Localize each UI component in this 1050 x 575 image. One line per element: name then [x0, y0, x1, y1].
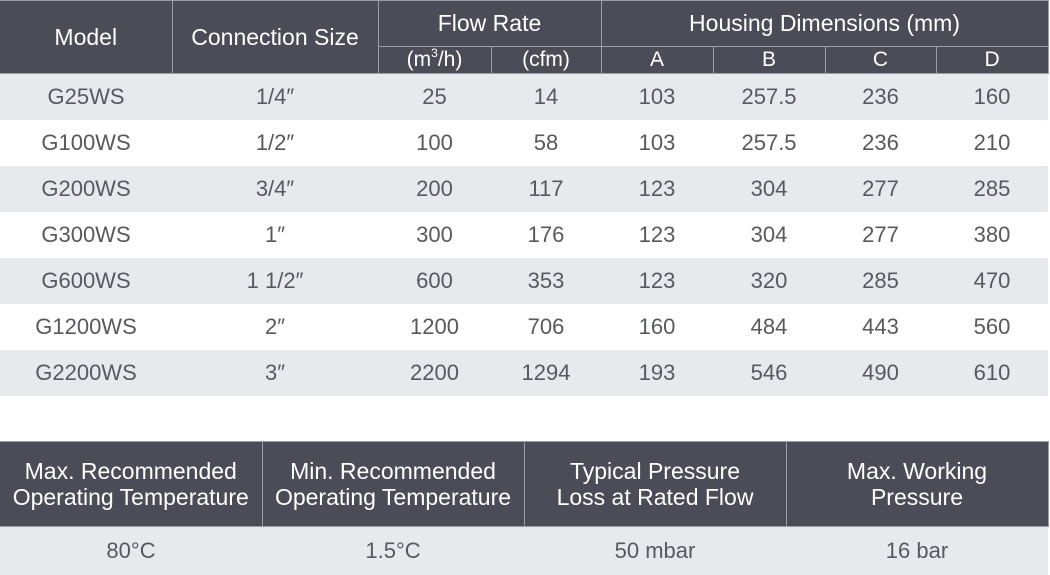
cell-dim-b: 304	[713, 166, 825, 212]
header-dim-d: D	[936, 47, 1048, 74]
cell-dim-c: 285	[825, 258, 936, 304]
header-max-operating-temperature: Max. Recommended Operating Temperature	[0, 442, 262, 527]
cell-model: G200WS	[0, 166, 172, 212]
value-min-operating-temperature: 1.5°C	[262, 527, 524, 575]
table-row: G600WS 1 1/2″ 600 353 123 320 285 470	[0, 258, 1048, 304]
value-pressure-loss: 50 mbar	[524, 527, 786, 575]
header-dim-a: A	[601, 47, 713, 74]
cell-connection: 3/4″	[172, 166, 378, 212]
cell-model: G300WS	[0, 212, 172, 258]
cell-flow-cfm: 1294	[491, 350, 601, 396]
table-row: G25WS 1/4″ 25 14 103 257.5 236 160	[0, 74, 1048, 120]
header-line: Operating Temperature	[275, 484, 511, 510]
cell-dim-d: 610	[936, 350, 1048, 396]
cell-flow-m3h: 2200	[378, 350, 491, 396]
cell-dim-b: 304	[713, 212, 825, 258]
table-row: G200WS 3/4″ 200 117 123 304 277 285	[0, 166, 1048, 212]
cell-model: G100WS	[0, 120, 172, 166]
cell-flow-cfm: 706	[491, 304, 601, 350]
header-line: Typical Pressure	[570, 458, 740, 484]
cell-dim-d: 380	[936, 212, 1048, 258]
flow-unit-m3h-sup: 3	[431, 46, 438, 60]
cell-dim-d: 470	[936, 258, 1048, 304]
cell-dim-b: 546	[713, 350, 825, 396]
cell-dim-a: 123	[601, 166, 713, 212]
header-line: Max. Working	[847, 458, 987, 484]
header-line: Pressure	[871, 484, 963, 510]
cell-dim-a: 123	[601, 258, 713, 304]
table-row: G1200WS 2″ 1200 706 160 484 443 560	[0, 304, 1048, 350]
cell-dim-d: 210	[936, 120, 1048, 166]
cell-dim-a: 103	[601, 120, 713, 166]
cell-model: G1200WS	[0, 304, 172, 350]
flow-unit-m3h-prefix: (m	[407, 48, 432, 71]
cell-dim-c: 236	[825, 74, 936, 120]
cell-dim-a: 160	[601, 304, 713, 350]
header-line: Min. Recommended	[290, 458, 496, 484]
header-min-operating-temperature: Min. Recommended Operating Temperature	[262, 442, 524, 527]
table-row: G2200WS 3″ 2200 1294 193 546 490 610	[0, 350, 1048, 396]
header-pressure-loss: Typical Pressure Loss at Rated Flow	[524, 442, 786, 527]
cell-dim-c: 277	[825, 212, 936, 258]
cell-flow-m3h: 300	[378, 212, 491, 258]
flow-unit-m3h-suffix: /h)	[438, 48, 463, 71]
cell-dim-b: 484	[713, 304, 825, 350]
header-line: Operating Temperature	[13, 484, 249, 510]
cell-dim-c: 236	[825, 120, 936, 166]
cell-dim-c: 443	[825, 304, 936, 350]
cell-dim-c: 277	[825, 166, 936, 212]
cell-model: G2200WS	[0, 350, 172, 396]
cell-connection: 1/4″	[172, 74, 378, 120]
cell-dim-a: 103	[601, 74, 713, 120]
value-max-operating-temperature: 80°C	[0, 527, 262, 575]
cell-dim-a: 123	[601, 212, 713, 258]
header-model: Model	[0, 1, 172, 74]
cell-dim-a: 193	[601, 350, 713, 396]
cell-flow-cfm: 117	[491, 166, 601, 212]
cell-model: G600WS	[0, 258, 172, 304]
header-flow-unit-cfm: (cfm)	[491, 47, 601, 74]
cell-flow-m3h: 200	[378, 166, 491, 212]
operating-conditions-table: Max. Recommended Operating Temperature M…	[0, 441, 1049, 575]
cell-connection: 1 1/2″	[172, 258, 378, 304]
table-row: 80°C 1.5°C 50 mbar 16 bar	[0, 527, 1048, 575]
cell-connection: 1″	[172, 212, 378, 258]
cell-flow-m3h: 100	[378, 120, 491, 166]
cell-model: G25WS	[0, 74, 172, 120]
cell-connection: 3″	[172, 350, 378, 396]
product-spec-table: Model Connection Size Flow Rate Housing …	[0, 0, 1049, 396]
cell-dim-c: 490	[825, 350, 936, 396]
header-dim-b: B	[713, 47, 825, 74]
cell-flow-cfm: 176	[491, 212, 601, 258]
header-line: Max. Recommended	[25, 458, 237, 484]
value-max-working-pressure: 16 bar	[786, 527, 1048, 575]
header-connection-size: Connection Size	[172, 1, 378, 74]
cell-dim-b: 257.5	[713, 120, 825, 166]
header-line: Loss at Rated Flow	[557, 484, 754, 510]
header-flow-unit-m3h: (m3/h)	[378, 47, 491, 74]
table-row: G100WS 1/2″ 100 58 103 257.5 236 210	[0, 120, 1048, 166]
cell-dim-d: 560	[936, 304, 1048, 350]
cell-connection: 2″	[172, 304, 378, 350]
header-max-working-pressure: Max. Working Pressure	[786, 442, 1048, 527]
header-housing-dimensions: Housing Dimensions (mm)	[601, 1, 1048, 47]
cell-flow-m3h: 1200	[378, 304, 491, 350]
table-row: G300WS 1″ 300 176 123 304 277 380	[0, 212, 1048, 258]
cell-connection: 1/2″	[172, 120, 378, 166]
cell-dim-d: 160	[936, 74, 1048, 120]
cell-dim-d: 285	[936, 166, 1048, 212]
cell-dim-b: 320	[713, 258, 825, 304]
cell-flow-cfm: 353	[491, 258, 601, 304]
cell-flow-cfm: 58	[491, 120, 601, 166]
cell-dim-b: 257.5	[713, 74, 825, 120]
cell-flow-m3h: 25	[378, 74, 491, 120]
cell-flow-m3h: 600	[378, 258, 491, 304]
header-dim-c: C	[825, 47, 936, 74]
cell-flow-cfm: 14	[491, 74, 601, 120]
header-flow-rate: Flow Rate	[378, 1, 601, 47]
